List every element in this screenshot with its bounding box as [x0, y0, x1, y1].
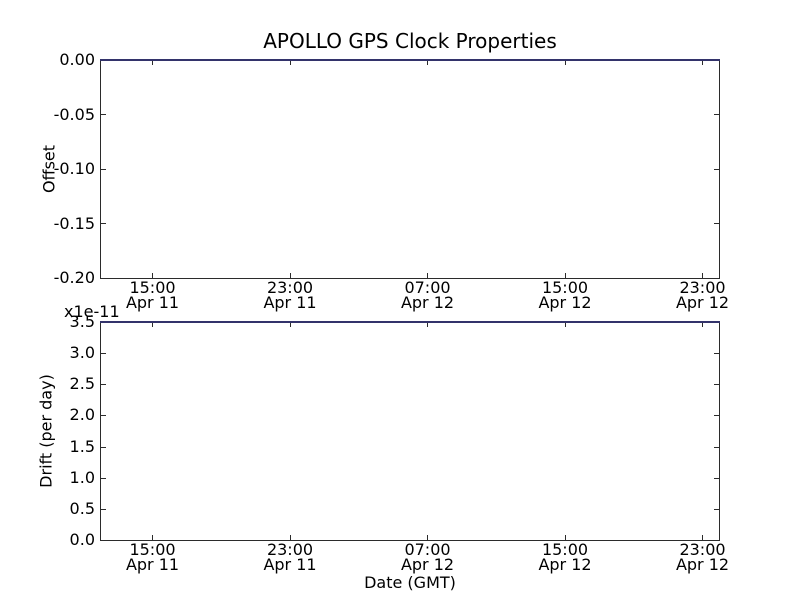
y-tick-mark — [714, 478, 719, 479]
x-tick-label: 07:00 Apr 12 — [400, 540, 455, 574]
x-tick-mark — [427, 273, 428, 278]
x-tick-label: 15:00 Apr 12 — [538, 278, 592, 312]
x-tick-mark — [290, 273, 291, 278]
x-tick-mark — [290, 322, 291, 327]
x-axis-label: Date (GMT) — [364, 573, 456, 592]
chart-title: APOLLO GPS Clock Properties — [263, 29, 557, 53]
x-tick-label: 15:00 Apr 12 — [538, 540, 592, 574]
x-tick-label: 23:00 Apr 11 — [263, 540, 317, 574]
x-tick-mark — [290, 535, 291, 540]
x-tick-mark — [152, 322, 153, 327]
y-tick-label: 2.0 — [69, 405, 95, 425]
y-tick-label: 0.00 — [59, 50, 95, 69]
y-tick-mark — [714, 169, 719, 170]
drift-subplot-axes — [100, 321, 720, 541]
x-tick-mark — [152, 60, 153, 65]
y-tick-mark — [714, 415, 719, 416]
x-tick-mark — [702, 535, 703, 540]
x-tick-mark — [565, 273, 566, 278]
x-tick-mark — [427, 322, 428, 327]
x-tick-mark — [152, 535, 153, 540]
drift-data-line — [100, 321, 720, 323]
x-tick-label: 07:00 Apr 12 — [400, 278, 455, 312]
y-tick-mark — [714, 384, 719, 385]
y-tick-label: 0.5 — [69, 498, 95, 518]
x-tick-mark — [702, 60, 703, 65]
y-tick-mark — [714, 509, 719, 510]
y-tick-label: 1.5 — [69, 436, 95, 456]
y-tick-label: 0.0 — [69, 530, 95, 549]
y-axis-label-drift: Drift (per day) — [36, 374, 56, 488]
y-tick-label: 2.5 — [69, 374, 95, 394]
y-tick-mark — [714, 353, 719, 354]
offset-data-line — [100, 59, 720, 61]
x-tick-mark — [290, 60, 291, 65]
x-tick-mark — [565, 322, 566, 327]
y-tick-mark — [101, 384, 106, 385]
x-tick-label: 23:00 Apr 12 — [675, 540, 730, 574]
offset-subplot-axes — [100, 59, 720, 279]
y-tick-label: 1.0 — [69, 467, 95, 487]
x-tick-mark — [565, 60, 566, 65]
x-tick-mark — [702, 273, 703, 278]
y-tick-mark — [101, 114, 106, 115]
y-axis-multiplier-label: x1e-11 — [64, 302, 120, 321]
y-tick-mark — [101, 353, 106, 354]
x-tick-mark — [565, 535, 566, 540]
x-tick-label: 23:00 Apr 12 — [675, 278, 730, 312]
x-tick-mark — [152, 273, 153, 278]
y-tick-mark — [714, 114, 719, 115]
y-tick-mark — [101, 415, 106, 416]
y-tick-label: -0.15 — [53, 213, 95, 233]
x-tick-mark — [702, 322, 703, 327]
x-tick-label: 23:00 Apr 11 — [263, 278, 317, 312]
y-tick-label: -0.20 — [53, 268, 95, 287]
y-tick-label: -0.05 — [53, 104, 95, 124]
y-tick-mark — [101, 447, 106, 448]
x-tick-label: 15:00 Apr 11 — [125, 278, 180, 312]
x-tick-mark — [427, 535, 428, 540]
y-tick-mark — [101, 169, 106, 170]
y-tick-label: -0.10 — [53, 159, 95, 178]
y-tick-mark — [101, 478, 106, 479]
x-tick-mark — [427, 60, 428, 65]
y-tick-mark — [101, 223, 106, 224]
y-tick-mark — [714, 447, 719, 448]
y-tick-mark — [101, 509, 106, 510]
y-tick-label: 3.5 — [69, 312, 95, 331]
y-tick-label: 3.0 — [69, 343, 95, 363]
y-tick-mark — [714, 223, 719, 224]
x-tick-label: 15:00 Apr 11 — [125, 540, 180, 574]
